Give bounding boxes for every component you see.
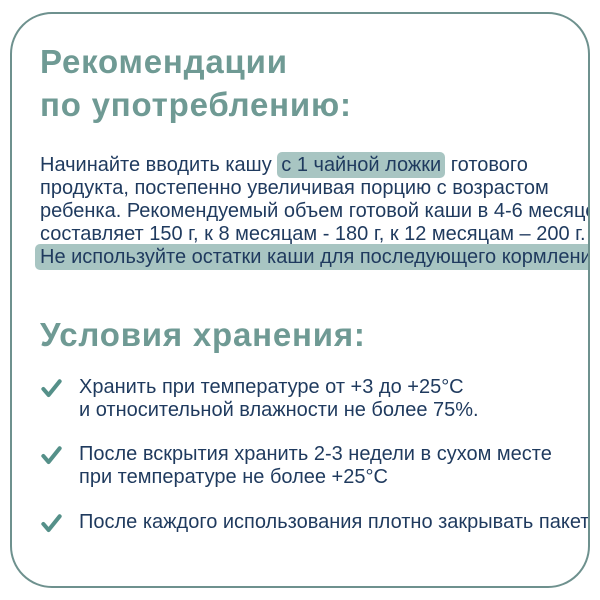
list-item-text: После каждого использования плотно закры… xyxy=(79,511,590,533)
paragraph-line-1: Начинайте вводить кашу с 1 чайной ложки … xyxy=(40,152,574,178)
list-item: После каждого использования плотно закры… xyxy=(40,511,588,535)
paragraph-line-4: составляет 150 г, к 8 месяцам - 180 г, к… xyxy=(40,223,586,245)
storage-list: Хранить при температуре от +3 до +25°С и… xyxy=(40,376,588,535)
list-item-text: После вскрытия хранить 2-3 недели в сухо… xyxy=(79,443,552,488)
list-item: Хранить при температуре от +3 до +25°С и… xyxy=(40,376,574,422)
check-icon xyxy=(41,514,62,533)
info-card: Рекомендации по употреблению: Начинайте … xyxy=(10,12,590,588)
paragraph-text: готового xyxy=(445,154,528,176)
highlighted-phrase: Не используйте остатки каши для последую… xyxy=(35,244,588,270)
list-item-text: Хранить при температуре от +3 до +25°С и… xyxy=(79,376,479,421)
check-icon xyxy=(41,446,62,465)
paragraph-line-3: ребенка. Рекомендуемый объем готовой каш… xyxy=(40,200,590,222)
paragraph-line-5: Не используйте остатки каши для последую… xyxy=(35,244,588,270)
storage-title: Условия хранения: xyxy=(40,316,366,353)
highlighted-phrase: с 1 чайной ложки xyxy=(277,152,446,178)
paragraph-text: Начинайте вводить кашу xyxy=(40,154,278,176)
usage-paragraph: Начинайте вводить кашу с 1 чайной ложки … xyxy=(35,152,590,270)
paragraph-line-2: продукта, постепенно увеличивая порцию с… xyxy=(40,177,549,199)
check-icon xyxy=(41,379,62,398)
recommendations-title: Рекомендации по употреблению: xyxy=(40,43,352,123)
list-item: После вскрытия хранить 2-3 недели в сухо… xyxy=(40,443,574,489)
